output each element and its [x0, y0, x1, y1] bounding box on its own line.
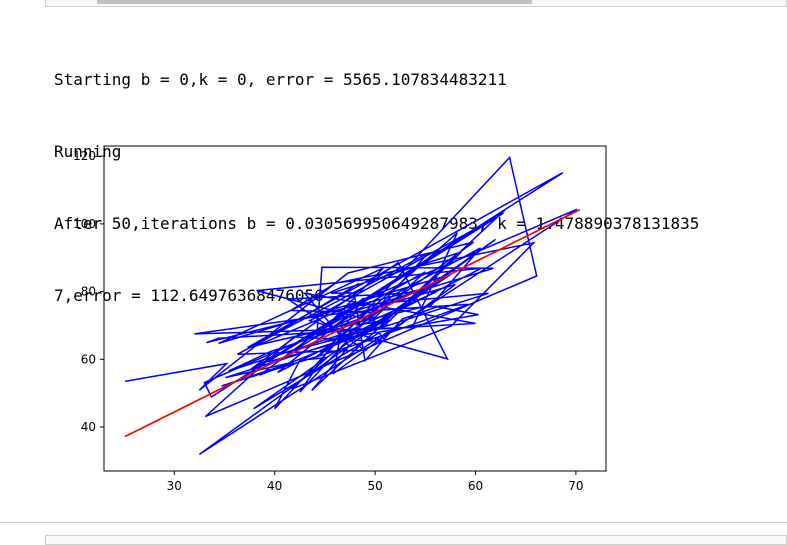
- cell-divider: [0, 522, 787, 523]
- x-tick-label: 40: [267, 479, 282, 493]
- x-tick-label: 50: [367, 479, 382, 493]
- next-code-cell[interactable]: [45, 535, 787, 545]
- fit-line: [124, 208, 581, 438]
- y-tick-label: 80: [81, 285, 96, 299]
- output-line: Starting b = 0,k = 0, error = 5565.10783…: [54, 70, 507, 89]
- x-tick-label: 60: [468, 479, 483, 493]
- horizontal-scrollbar[interactable]: [97, 0, 532, 4]
- output-line: 7,error = 112.64976368476056: [54, 286, 324, 305]
- y-tick-label: 100: [73, 217, 96, 231]
- output-line: After 50,iterations b = 0.03056995064928…: [54, 214, 700, 233]
- cell-output-text: Starting b = 0,k = 0, error = 5565.10783…: [54, 20, 784, 332]
- x-tick-label: 70: [568, 479, 583, 493]
- y-tick-label: 60: [81, 352, 96, 366]
- y-tick-label: 120: [73, 149, 96, 163]
- output-line: Running: [54, 142, 122, 161]
- y-tick-label: 40: [81, 420, 96, 434]
- data-series-line: [124, 155, 578, 456]
- x-tick-label: 30: [167, 479, 182, 493]
- plot-frame: [103, 145, 607, 472]
